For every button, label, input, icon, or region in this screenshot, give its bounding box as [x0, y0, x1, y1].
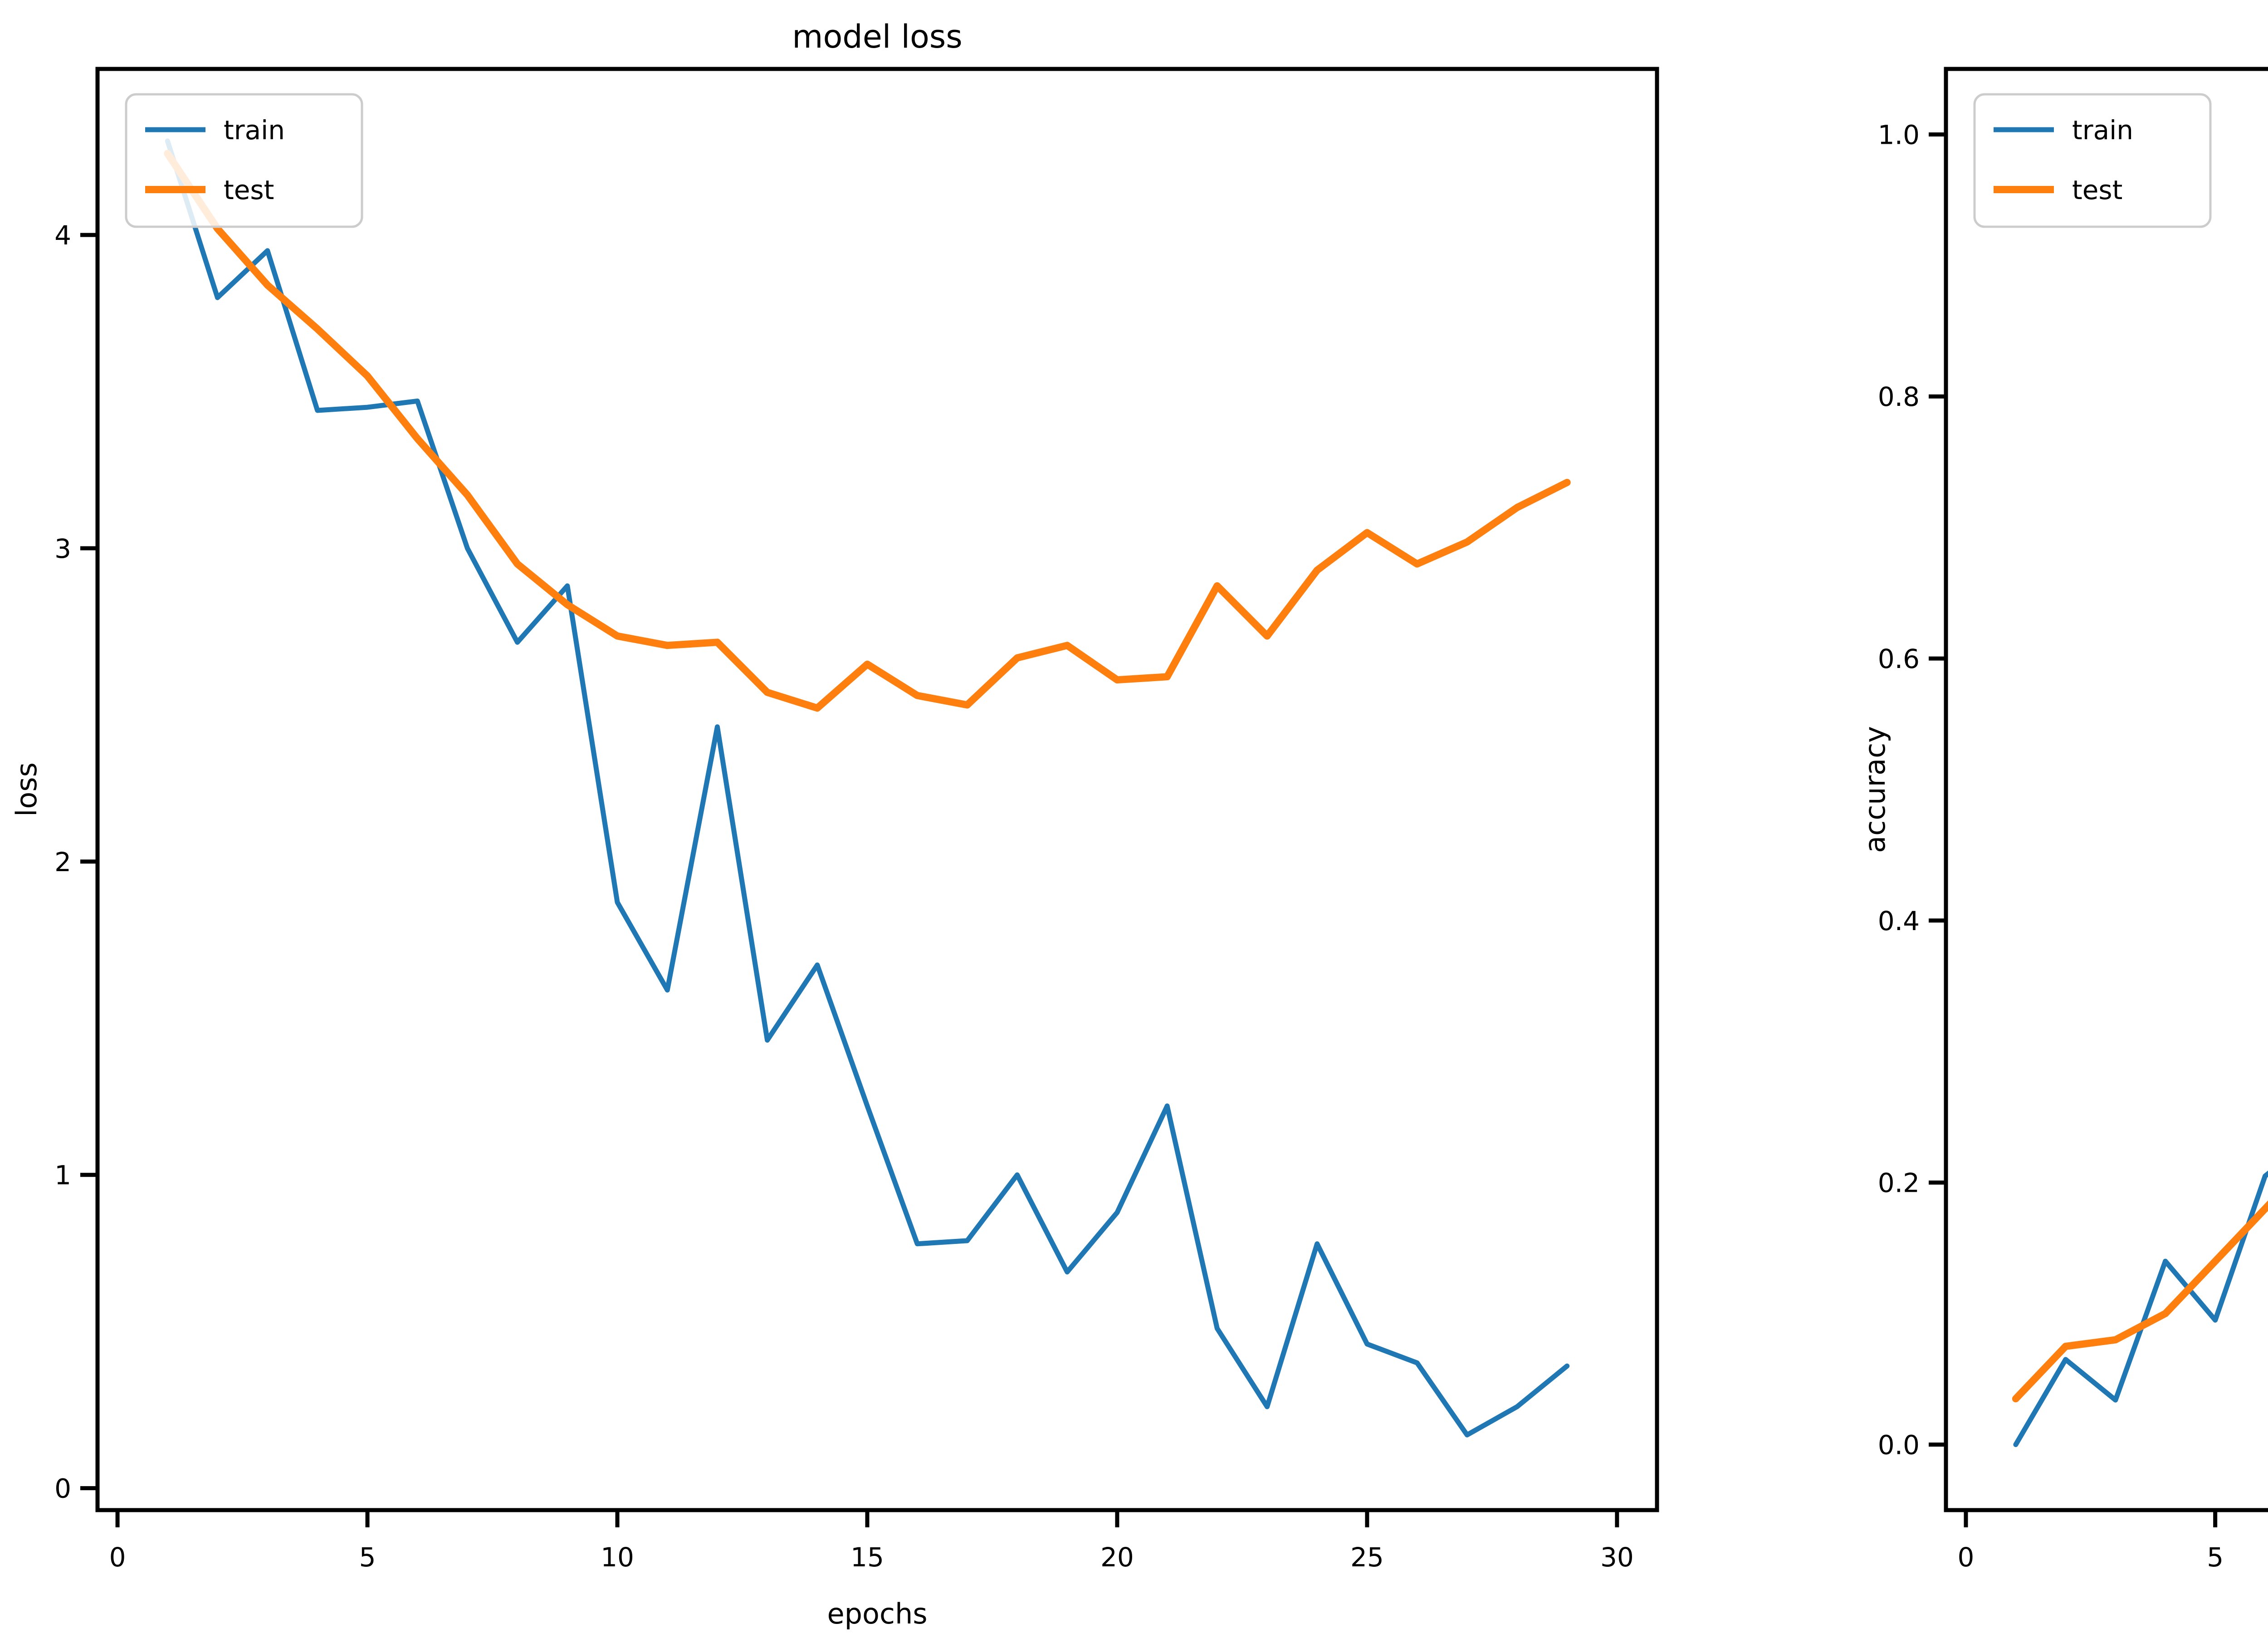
- x-tick-label: 10: [601, 1542, 634, 1573]
- x-tick-label: 5: [2207, 1542, 2224, 1573]
- y-tick-label: 1: [54, 1160, 71, 1191]
- y-tick-label: 0.0: [1878, 1429, 1920, 1460]
- legend-box: [1973, 93, 2212, 228]
- y-tick-label: 0: [54, 1473, 71, 1504]
- legend-label-train: train: [2072, 115, 2133, 146]
- y-tick-label: 0.8: [1878, 381, 1920, 412]
- series-line-test: [164, 150, 1571, 712]
- x-tick-label: 5: [359, 1542, 376, 1573]
- y-tick-label: 0.6: [1878, 643, 1920, 674]
- y-tick-label: 2: [54, 847, 71, 877]
- legend-label-test: test: [224, 175, 274, 205]
- series-line-test: [2012, 1200, 2268, 1403]
- y-tick-label: 0.4: [1878, 906, 1920, 936]
- y-tick-label: 3: [54, 533, 71, 564]
- y-tick-label: 0.2: [1878, 1168, 1920, 1199]
- y-axis-label: loss: [10, 762, 43, 817]
- y-axis-label: accuracy: [1858, 726, 1892, 853]
- x-tick-label: 0: [109, 1542, 126, 1573]
- legend-label-test: test: [2072, 175, 2122, 205]
- x-tick-label: 20: [1100, 1542, 1134, 1573]
- x-tick-label: 30: [1600, 1542, 1634, 1573]
- series-line-train: [165, 138, 1570, 1438]
- x-tick-label: 0: [1958, 1542, 1975, 1573]
- chart-title: model loss: [792, 18, 962, 55]
- y-tick-label: 4: [54, 220, 71, 251]
- y-tick-label: 1.0: [1878, 119, 1920, 150]
- legend-box: [125, 93, 363, 228]
- x-axis-label: epochs: [827, 1597, 927, 1630]
- x-tick-label: 25: [1350, 1542, 1384, 1573]
- x-tick-label: 15: [850, 1542, 884, 1573]
- legend-label-train: train: [224, 115, 285, 146]
- axes-spines: [95, 67, 1659, 1512]
- axes-spines: [1944, 67, 2268, 1512]
